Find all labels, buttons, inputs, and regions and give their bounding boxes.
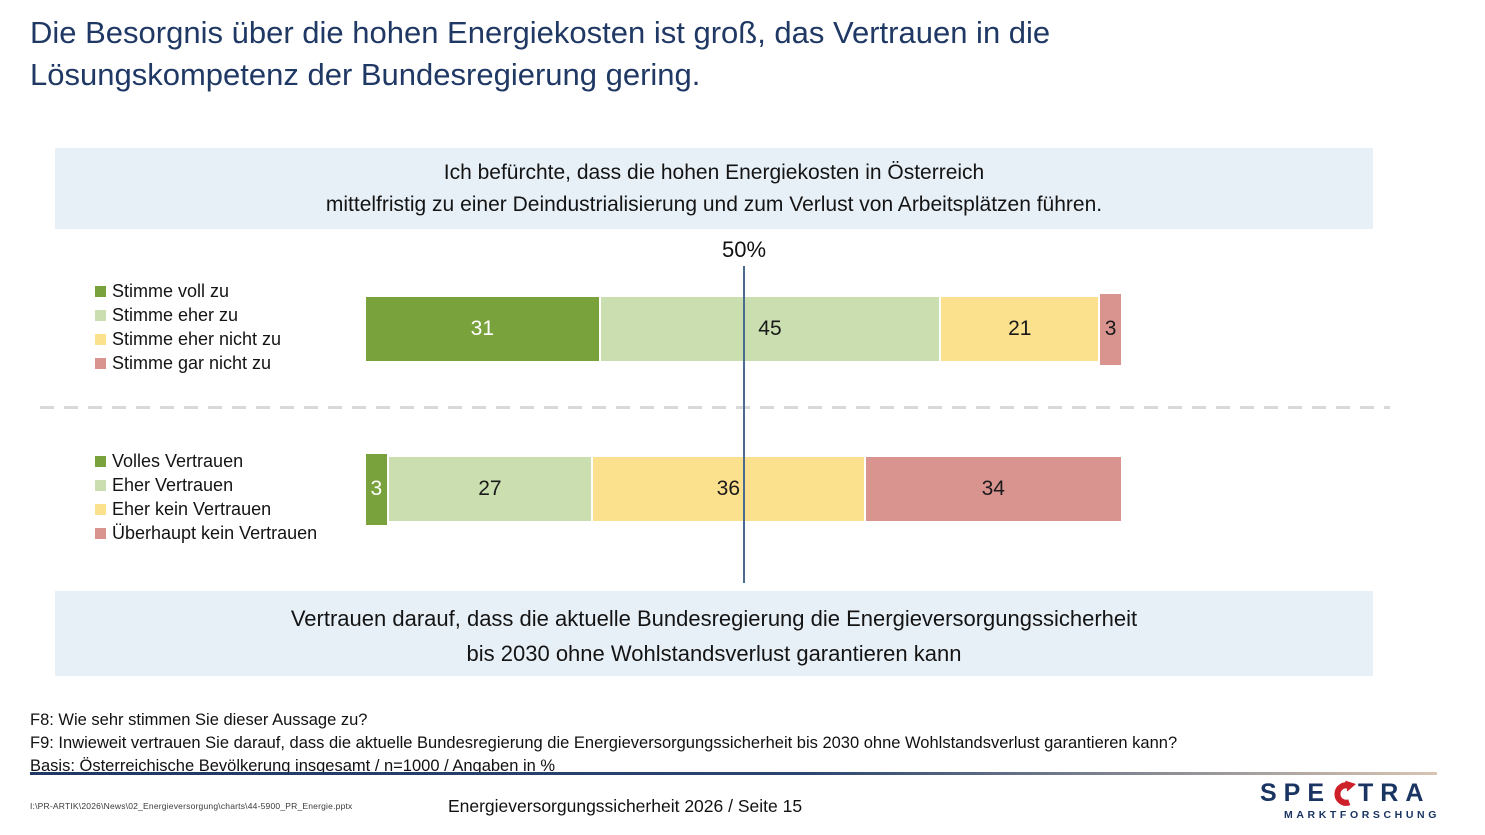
footer-rule xyxy=(30,772,1437,775)
legend-label: Stimme eher zu xyxy=(112,304,239,325)
statement-bottom-line-2: bis 2030 ohne Wohlstandsverlust garantie… xyxy=(466,641,962,666)
page-title: Die Besorgnis über die hohen Energiekost… xyxy=(30,12,1250,96)
logo-brand-post: TRA xyxy=(1358,779,1431,807)
legend-label: Stimme eher nicht zu xyxy=(112,328,282,349)
file-path: I:\PR-ARTIK\2026\News\02_Energieversorgu… xyxy=(30,801,353,811)
page-title-line-1: Die Besorgnis über die hohen Energiekost… xyxy=(30,15,1051,50)
logo-subtitle: MARKTFORSCHUNG xyxy=(1284,809,1440,821)
statement-bottom-line-1: Vertrauen darauf, dass die aktuelle Bund… xyxy=(290,606,1138,631)
statement-box-bottom: Vertrauen darauf, dass die aktuelle Bund… xyxy=(55,591,1373,676)
legend-label: Eher kein Vertrauen xyxy=(112,498,272,519)
footnote-f8: F8: Wie sehr stimmen Sie dieser Aussage … xyxy=(30,711,368,729)
footnote-basis: Basis: Österreichische Bevölkerung insge… xyxy=(30,757,556,775)
bar-segment: 3 xyxy=(1099,292,1122,366)
legend-item: Stimme voll zu xyxy=(95,279,365,303)
legend-item: Eher kein Vertrauen xyxy=(95,497,365,521)
legend-0: Stimme voll zu Stimme eher zu Stimme eher … xyxy=(95,279,365,375)
footer-page-label: Energieversorgungssicherheit 2026 / Seit… xyxy=(447,796,803,816)
bar-segment: 3 xyxy=(365,452,388,526)
logo-brand-pre: SPE xyxy=(1260,779,1332,807)
bar-1: 3 27 36 34 xyxy=(365,452,1122,526)
bar-value-label: 36 xyxy=(716,477,741,500)
bar-value-label: 34 xyxy=(981,477,1005,500)
statement-box-top: Ich befürchte, dass die hohen Energiekos… xyxy=(55,148,1373,229)
legend-item: Eher Vertrauen xyxy=(95,473,365,497)
legend-swatch xyxy=(95,527,106,539)
bar-segment: 45 xyxy=(599,296,941,362)
dashed-divider xyxy=(40,406,1390,409)
bar-segment: 36 xyxy=(592,456,865,522)
logo-brand: SPE TRA xyxy=(1260,779,1440,808)
legend-swatch xyxy=(95,357,106,369)
legend-swatch xyxy=(95,455,106,467)
bar-segment: 27 xyxy=(387,456,593,522)
bar-value-label: 21 xyxy=(1008,317,1032,340)
legend-label: Überhaupt kein Vertrauen xyxy=(112,522,318,543)
legend-item: Stimme gar nicht zu xyxy=(95,351,365,375)
legend-swatch xyxy=(95,503,106,515)
legend-item: Stimme eher zu xyxy=(95,303,365,327)
bar-value-label: 45 xyxy=(758,317,782,340)
page-title-line-2: Lösungskompetenz der Bundesregierung ger… xyxy=(30,57,701,92)
legend-label: Volles Vertrauen xyxy=(112,450,244,471)
legend-label: Stimme gar nicht zu xyxy=(112,352,272,373)
legend-swatch xyxy=(95,309,106,321)
spectra-logo: SPE TRA MARKTFORSCHUNG xyxy=(1260,779,1440,821)
legend-item: Volles Vertrauen xyxy=(95,449,365,473)
statement-top-line-2: mittelfristig zu einer Deindustrialisier… xyxy=(325,193,1103,216)
legend-item: Überhaupt kein Vertrauen xyxy=(95,521,365,545)
bar-segment: 34 xyxy=(864,456,1122,522)
logo-swoosh-icon xyxy=(1334,780,1357,806)
legend-1: Volles Vertrauen Eher Vertrauen Eher kein … xyxy=(95,449,365,545)
legend-swatch xyxy=(95,333,106,345)
legend-swatch xyxy=(95,285,106,297)
reference-line xyxy=(743,266,745,583)
bar-value-label: 31 xyxy=(470,317,494,340)
legend-label: Eher Vertrauen xyxy=(112,474,234,495)
legend-item: Stimme eher nicht zu xyxy=(95,327,365,351)
reference-line-label: 50% xyxy=(721,237,767,262)
bar-value-label: 3 xyxy=(370,477,383,500)
footnote-f9: F9: Inwieweit vertrauen Sie darauf, dass… xyxy=(30,734,1178,752)
bar-0: 31 45 21 3 xyxy=(365,292,1122,366)
bar-segment: 21 xyxy=(940,296,1100,362)
bar-value-label: 27 xyxy=(478,477,502,500)
bar-value-label: 3 xyxy=(1104,317,1117,340)
footnotes: F8: Wie sehr stimmen Sie dieser Aussage … xyxy=(30,709,1230,778)
bar-segment: 31 xyxy=(365,296,600,362)
statement-top-line-1: Ich befürchte, dass die hohen Energiekos… xyxy=(443,161,985,184)
legend-label: Stimme voll zu xyxy=(112,280,230,301)
legend-swatch xyxy=(95,479,106,491)
